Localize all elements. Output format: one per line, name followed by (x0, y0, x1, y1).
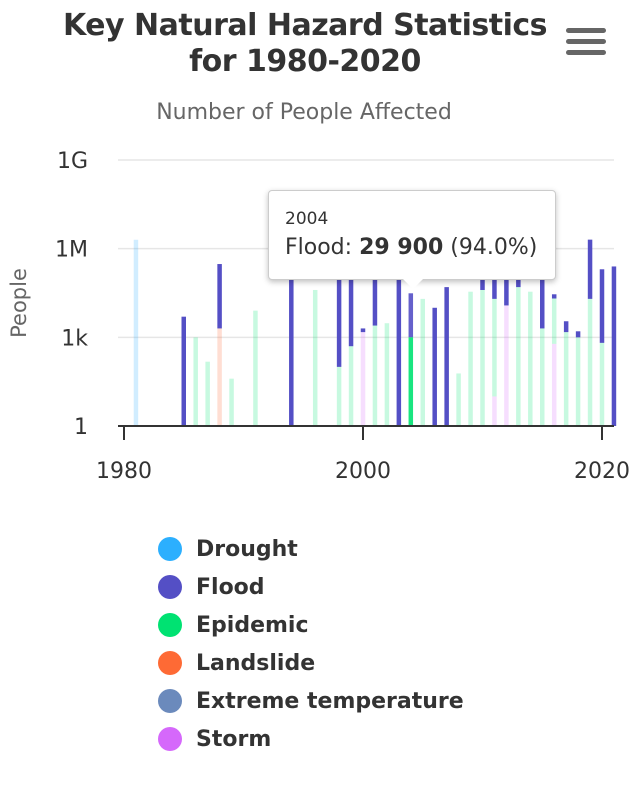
legend-label: Landslide (196, 650, 316, 676)
bar-epidemic (408, 337, 414, 426)
y-tick-label: 1k (61, 326, 88, 351)
bar-flood (540, 248, 545, 329)
legend-item-landslide[interactable]: Landslide (158, 644, 464, 682)
bar-flood (599, 269, 605, 343)
legend-marker (158, 727, 182, 751)
legend-marker (158, 537, 182, 561)
bar-epidemic (599, 342, 605, 426)
bar-storm (551, 343, 557, 426)
bar-flood (408, 293, 414, 338)
bar-epidemic (384, 323, 390, 426)
legend-item-extreme-temperature[interactable]: Extreme temperature (158, 682, 464, 720)
tooltip-percent: (94.0%) (450, 235, 538, 260)
bar-epidemic (516, 287, 521, 426)
chart-menu-button[interactable] (566, 28, 606, 62)
legend-marker (158, 575, 182, 599)
legend-marker (158, 613, 182, 637)
legend-item-drought[interactable]: Drought (158, 530, 464, 568)
bar-epidemic (312, 289, 318, 426)
bar-flood (611, 266, 617, 426)
bar-epidemic (336, 366, 342, 426)
bar-epidemic (468, 291, 473, 426)
bar-storm (492, 396, 497, 426)
bar-epidemic (348, 346, 354, 426)
bar-epidemic (456, 373, 461, 426)
bar-flood (587, 239, 593, 299)
bar-epidemic (563, 332, 569, 426)
bar-epidemic (587, 298, 593, 426)
legend-label: Flood (196, 574, 265, 600)
bar-storm (360, 332, 366, 426)
x-tick-label: 2000 (335, 459, 391, 484)
bar-epidemic (229, 378, 234, 426)
hamburger-icon-bar (566, 50, 606, 55)
chart-title: Key Natural Hazard Statistics for 1980-2… (62, 8, 548, 79)
bar-epidemic (253, 310, 258, 426)
bar-storm (504, 305, 509, 426)
bar-epidemic (540, 328, 545, 426)
bar-flood (432, 307, 437, 426)
legend-item-storm[interactable]: Storm (158, 720, 464, 758)
legend-marker (158, 689, 182, 713)
bar-epidemic (480, 289, 485, 426)
x-tick-label: 2020 (574, 459, 630, 484)
hamburger-icon-bar (566, 28, 606, 33)
bar-flood (551, 294, 557, 299)
legend-label: Extreme temperature (196, 688, 464, 714)
bar-epidemic (575, 337, 581, 426)
bar-epidemic (193, 337, 198, 426)
legend-label: Drought (196, 536, 298, 562)
y-tick-label: 1G (57, 149, 88, 174)
bar-flood (360, 328, 366, 333)
legend-item-epidemic[interactable]: Epidemic (158, 606, 464, 644)
tooltip-value: 29 900 (359, 235, 444, 260)
bar-flood (181, 316, 186, 426)
legend-marker (158, 651, 182, 675)
chart-tooltip: 2004 Flood: 29 900 (94.0%) (268, 190, 556, 289)
x-tick-label: 1980 (96, 459, 152, 484)
bar-flood (348, 228, 354, 347)
bar-epidemic (372, 325, 378, 426)
chart-subtitle: Number of People Affected (156, 100, 452, 125)
legend-label: Epidemic (196, 612, 309, 638)
bar-epidemic (492, 298, 497, 397)
bar-epidemic (551, 298, 557, 344)
bar-drought (133, 239, 139, 426)
bar-landslide (217, 328, 222, 426)
bar-flood (396, 228, 402, 426)
tooltip-body: Flood: 29 900 (94.0%) (285, 235, 538, 260)
bar-flood (289, 201, 294, 426)
bar-flood (372, 269, 378, 326)
chart-legend: Drought Flood Epidemic Landslide Extreme tem… (158, 530, 464, 758)
bar-flood (444, 287, 449, 426)
y-axis-title: People (7, 268, 31, 338)
legend-item-flood[interactable]: Flood (158, 568, 464, 606)
bar-flood (575, 331, 581, 338)
hamburger-icon-bar (566, 39, 606, 44)
legend-label: Storm (196, 726, 272, 752)
bar-epidemic (528, 291, 533, 426)
y-tick-label: 1M (55, 238, 88, 263)
y-tick-label: 1 (74, 415, 88, 440)
bar-epidemic (420, 298, 425, 426)
bar-flood (563, 321, 569, 333)
tooltip-header: 2004 (285, 209, 329, 229)
tooltip-series: Flood (285, 235, 345, 260)
chart-plot[interactable]: 1 1k 1M 1G People 1980 2000 2020 (0, 130, 636, 490)
bar-flood (336, 264, 342, 367)
bar-flood (217, 264, 222, 329)
bar-epidemic (205, 361, 210, 426)
